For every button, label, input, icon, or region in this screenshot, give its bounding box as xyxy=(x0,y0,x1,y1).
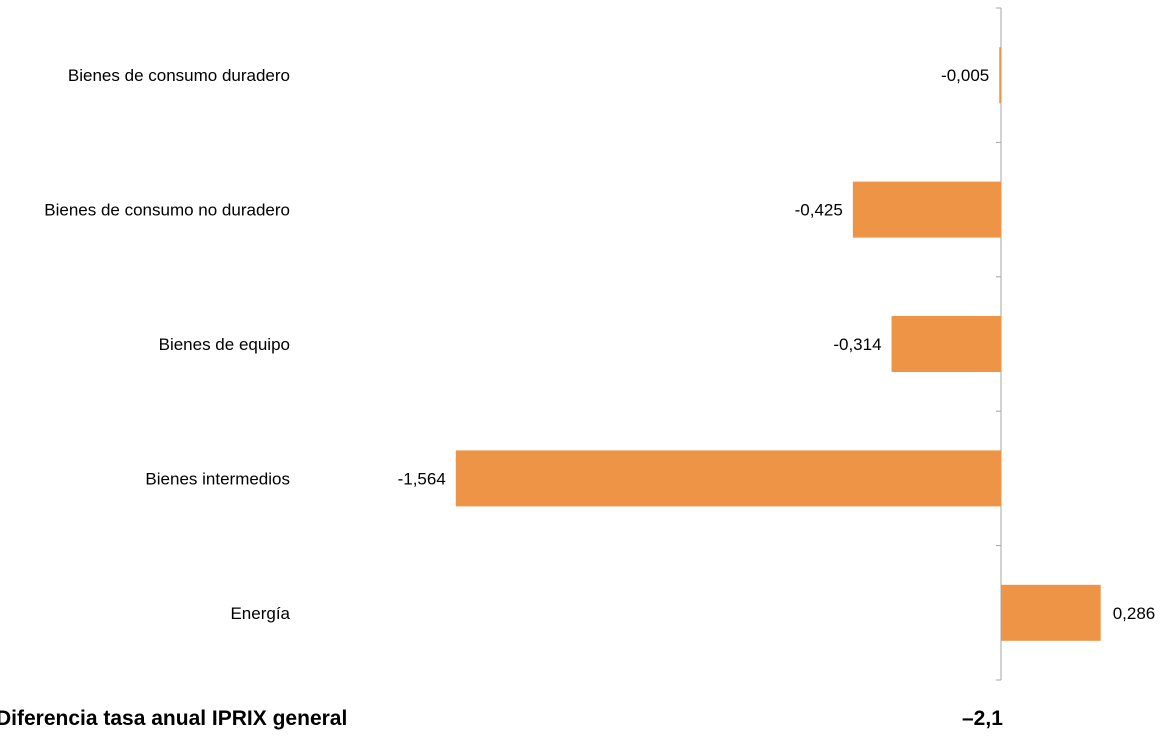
bar xyxy=(852,181,1001,238)
category-label: Bienes intermedios xyxy=(145,469,290,488)
category-label: Energía xyxy=(230,604,290,623)
value-label: -1,564 xyxy=(398,469,446,488)
value-label: -0,005 xyxy=(941,66,989,85)
value-labels: -0,005 -0,425 -0,314 -1,564 0,286 xyxy=(398,66,1156,623)
bars xyxy=(455,47,1101,641)
category-label: Bienes de equipo xyxy=(159,335,290,354)
value-label: -0,425 xyxy=(795,201,843,220)
bar xyxy=(455,450,1001,507)
value-label: -0,314 xyxy=(833,335,881,354)
bar xyxy=(1001,584,1101,641)
bar xyxy=(999,47,1001,104)
summary-label: Diferencia tasa anual IPRIX general xyxy=(0,707,348,730)
bar-chart: Bienes de consumo duradero Bienes de cons… xyxy=(44,7,1156,681)
bar xyxy=(891,316,1001,372)
summary-value: –2,1 xyxy=(962,707,1003,730)
category-label: Bienes de consumo no duradero xyxy=(44,201,290,220)
category-label: Bienes de consumo duradero xyxy=(68,66,290,85)
category-labels: Bienes de consumo duradero Bienes de cons… xyxy=(44,66,290,623)
value-label: 0,286 xyxy=(1113,604,1156,623)
